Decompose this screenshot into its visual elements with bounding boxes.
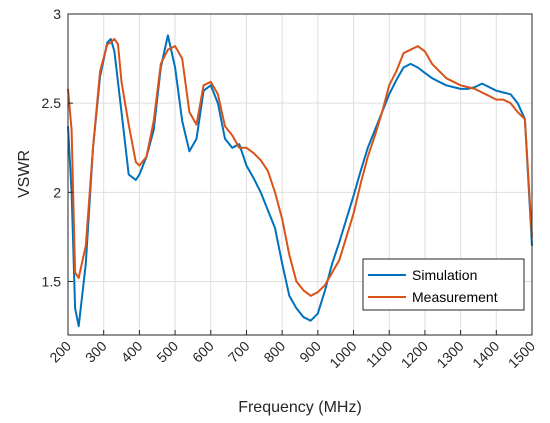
legend-label-simulation: Simulation bbox=[412, 267, 477, 283]
x-tick-label: 1400 bbox=[469, 338, 502, 371]
y-tick-label: 1.5 bbox=[42, 274, 62, 290]
y-tick-label: 3 bbox=[53, 6, 61, 22]
legend-box bbox=[362, 258, 525, 311]
legend: Simulation Measurement bbox=[362, 258, 525, 311]
legend-label-measurement: Measurement bbox=[412, 289, 498, 305]
x-tick-label: 600 bbox=[189, 338, 217, 366]
x-tick-label: 1500 bbox=[505, 338, 538, 371]
ticks bbox=[67, 13, 533, 335]
x-tick-label: 300 bbox=[82, 338, 110, 366]
plot-frame bbox=[67, 13, 533, 336]
x-tick-label: 200 bbox=[46, 338, 74, 366]
x-tick-label: 900 bbox=[296, 338, 324, 366]
x-axis-label: Frequency (MHz) bbox=[238, 399, 362, 416]
x-tick-label: 1100 bbox=[363, 338, 396, 371]
x-tick-label: 500 bbox=[153, 338, 181, 366]
y-axis-label: VSWR bbox=[16, 150, 33, 198]
x-tick-label: 400 bbox=[118, 338, 146, 366]
x-tick-label: 800 bbox=[260, 338, 288, 366]
series-lines bbox=[67, 34, 533, 328]
x-tick-label: 700 bbox=[225, 338, 253, 366]
x-tick-label: 1200 bbox=[398, 338, 431, 371]
series-line-measurement bbox=[67, 38, 533, 297]
x-tick-label: 1000 bbox=[326, 338, 359, 371]
y-tick-label: 2.5 bbox=[42, 95, 62, 111]
series-line-simulation bbox=[67, 34, 533, 328]
y-tick-label: 2 bbox=[53, 184, 61, 200]
x-tick-label: 1300 bbox=[433, 338, 466, 371]
